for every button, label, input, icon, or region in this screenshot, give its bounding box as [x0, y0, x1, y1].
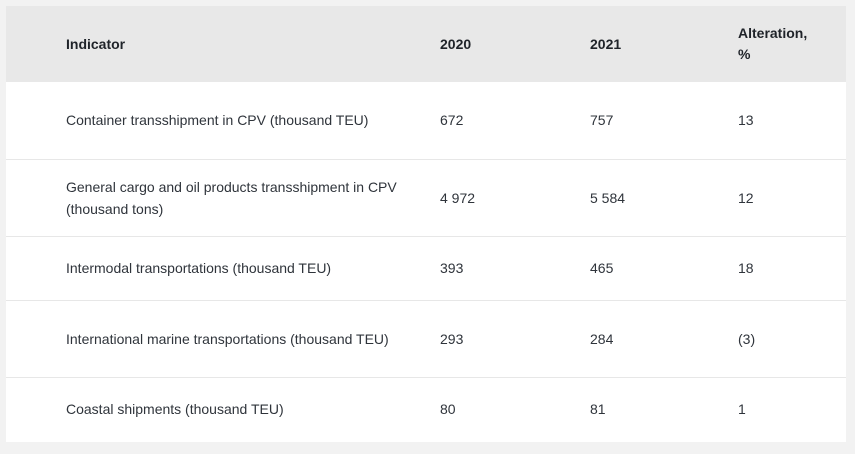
cell-indicator: General cargo and oil products transship… — [66, 178, 397, 217]
cell-2020: 4 972 — [440, 189, 476, 206]
indicators-table: Indicator 2020 2021 Alteration, % Contai… — [6, 6, 846, 441]
cell-2021: 81 — [590, 401, 606, 418]
cell-alteration: (3) — [738, 330, 756, 347]
table-header: Indicator 2020 2021 Alteration, % — [6, 6, 846, 82]
table-row: International marine transportations (th… — [6, 300, 846, 377]
cell-indicator: International marine transportations (th… — [66, 330, 389, 347]
header-indicator: Indicator — [66, 35, 126, 52]
table-body: Container transshipment in CPV (thousand… — [6, 82, 846, 441]
indicators-table-container: Indicator 2020 2021 Alteration, % Contai… — [6, 6, 846, 442]
cell-alteration: 12 — [738, 189, 754, 206]
cell-2020: 293 — [440, 330, 464, 347]
cell-2020: 672 — [440, 112, 464, 129]
cell-2021: 757 — [590, 112, 614, 129]
header-year-2020: 2020 — [440, 35, 472, 52]
header-alteration: Alteration, % — [738, 25, 808, 62]
cell-alteration: 13 — [738, 112, 754, 129]
cell-indicator: Intermodal transportations (thousand TEU… — [66, 260, 332, 276]
header-year-2021: 2021 — [590, 35, 622, 52]
cell-2020: 80 — [440, 401, 456, 418]
table-row: General cargo and oil products transship… — [6, 159, 846, 236]
cell-2020: 393 — [440, 260, 464, 276]
cell-2021: 284 — [590, 330, 614, 347]
cell-indicator: Coastal shipments (thousand TEU) — [66, 401, 284, 418]
table-row: Intermodal transportations (thousand TEU… — [6, 236, 846, 300]
cell-2021: 465 — [590, 260, 614, 276]
header-row: Indicator 2020 2021 Alteration, % — [6, 6, 846, 82]
cell-2021: 5 584 — [590, 189, 626, 206]
cell-alteration: 1 — [738, 401, 746, 418]
table-row: Coastal shipments (thousand TEU) 80 81 1 — [6, 377, 846, 441]
cell-alteration: 18 — [738, 260, 754, 276]
table-row: Container transshipment in CPV (thousand… — [6, 82, 846, 159]
cell-indicator: Container transshipment in CPV (thousand… — [66, 112, 369, 129]
